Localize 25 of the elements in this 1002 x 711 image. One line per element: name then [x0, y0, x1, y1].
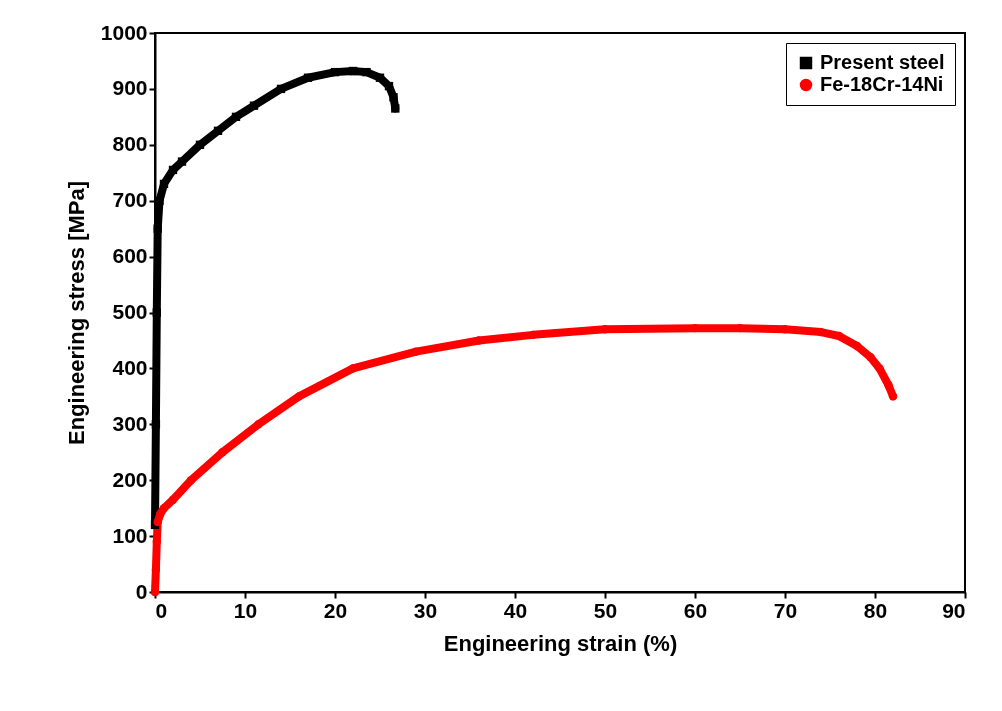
- x-tick-label: 10: [233, 598, 258, 622]
- y-axis-title: Engineering stress [MPa]: [63, 180, 89, 446]
- y-tick-label: 0: [135, 579, 148, 603]
- legend-label: Fe-18Cr-14Ni: [820, 73, 944, 95]
- x-axis-title: Engineering strain (%): [443, 630, 678, 656]
- x-tick-label: 60: [683, 598, 708, 622]
- x-tick-label: 50: [593, 598, 618, 622]
- x-tick-label: 70: [773, 598, 798, 622]
- x-tick-label: 30: [413, 598, 438, 622]
- y-tick-label: 200: [112, 467, 148, 491]
- x-tick-label: 90: [942, 598, 966, 622]
- y-tick-label: 800: [112, 132, 148, 156]
- x-tick-label: 40: [503, 598, 528, 622]
- y-tick-label: 900: [112, 76, 148, 100]
- y-tick-label: 300: [112, 411, 148, 435]
- x-tick-label: 20: [323, 598, 348, 622]
- legend-label: Present steel: [820, 51, 945, 73]
- x-tick-label: 0: [155, 598, 168, 622]
- y-tick-label: 600: [112, 244, 148, 268]
- y-tick-label: 1000: [100, 20, 148, 44]
- y-tick-label: 700: [112, 188, 148, 212]
- x-tick-label: 80: [863, 598, 888, 622]
- y-tick-label: 400: [112, 355, 148, 379]
- y-tick-label: 100: [112, 523, 148, 547]
- y-tick-label: 500: [112, 300, 148, 323]
